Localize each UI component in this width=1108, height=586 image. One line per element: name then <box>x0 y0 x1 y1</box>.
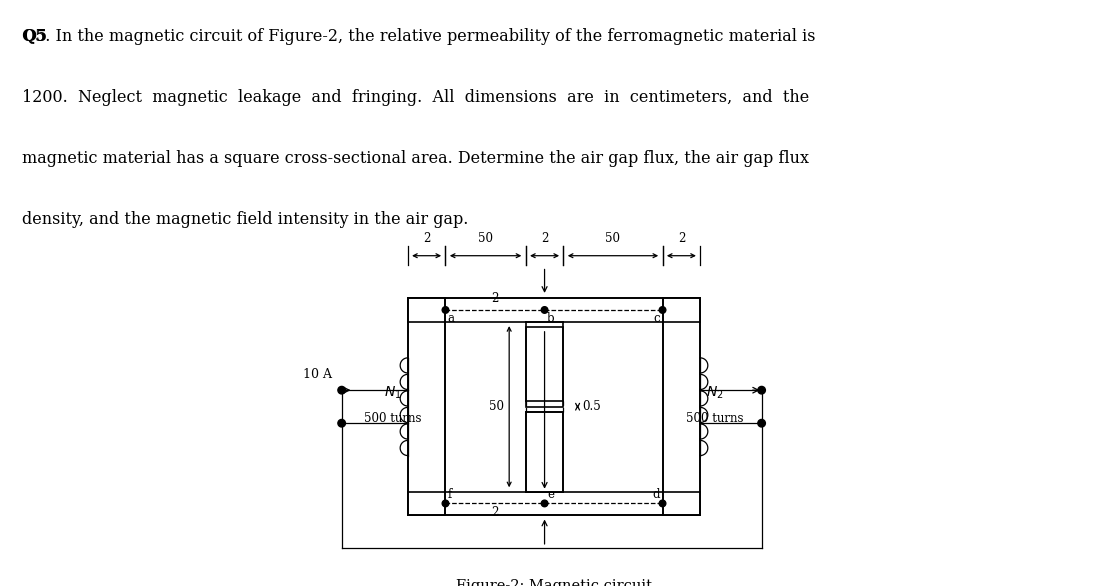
Circle shape <box>338 420 346 427</box>
Text: 1200.  Neglect  magnetic  leakage  and  fringing.  All  dimensions  are  in  cen: 1200. Neglect magnetic leakage and fring… <box>22 89 809 106</box>
Circle shape <box>442 306 449 314</box>
Circle shape <box>659 306 666 314</box>
Text: 0.5: 0.5 <box>583 400 601 413</box>
Text: Q5. In the magnetic circuit of Figure-2, the relative permeability of the ferrom: Q5. In the magnetic circuit of Figure-2,… <box>22 28 815 45</box>
Bar <box>525 413 564 492</box>
Text: e: e <box>547 488 554 501</box>
Text: 50: 50 <box>605 232 620 246</box>
Text: 2: 2 <box>541 232 548 246</box>
Bar <box>564 322 663 492</box>
Text: 500 turns: 500 turns <box>686 412 743 425</box>
Text: density, and the magnetic field intensity in the air gap.: density, and the magnetic field intensit… <box>22 211 469 228</box>
Circle shape <box>442 500 449 507</box>
Circle shape <box>659 500 666 507</box>
Text: 10 A: 10 A <box>304 368 332 381</box>
Text: 50: 50 <box>490 400 504 413</box>
Text: 2: 2 <box>423 232 430 246</box>
Text: 500 turns: 500 turns <box>365 412 422 425</box>
Text: b: b <box>547 312 554 325</box>
Text: 50: 50 <box>478 232 493 246</box>
Text: f: f <box>448 488 452 501</box>
Bar <box>445 322 525 492</box>
Text: $N_2$: $N_2$ <box>706 384 724 401</box>
Bar <box>408 298 445 515</box>
Text: 2: 2 <box>491 292 499 305</box>
Bar <box>408 298 700 322</box>
Bar <box>408 492 700 515</box>
Circle shape <box>758 420 766 427</box>
Text: $N_1$: $N_1$ <box>384 384 402 401</box>
Text: Q5: Q5 <box>22 28 47 45</box>
Text: d: d <box>653 488 660 501</box>
Bar <box>525 328 564 407</box>
Text: Figure-2: Magnetic circuit: Figure-2: Magnetic circuit <box>456 579 652 586</box>
Circle shape <box>758 386 766 394</box>
Text: 2: 2 <box>491 506 499 519</box>
Circle shape <box>542 306 547 314</box>
Circle shape <box>542 500 547 507</box>
Bar <box>663 298 700 515</box>
Text: magnetic material has a square cross-sectional area. Determine the air gap flux,: magnetic material has a square cross-sec… <box>22 150 809 167</box>
Text: a: a <box>448 312 455 325</box>
Text: c: c <box>654 312 660 325</box>
Text: 2: 2 <box>678 232 685 246</box>
Circle shape <box>338 386 346 394</box>
